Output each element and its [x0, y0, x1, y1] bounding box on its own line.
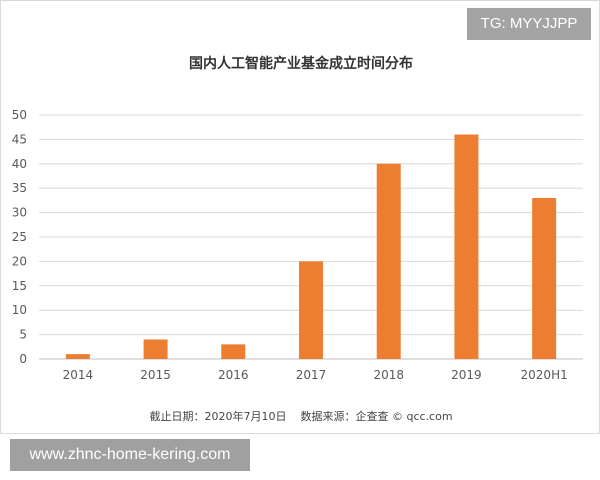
x-tick-label: 2020H1: [521, 368, 568, 382]
bar: [221, 344, 246, 359]
url-watermark: www.zhnc-home-kering.com: [10, 439, 250, 471]
chart-footnote: 截止日期：2020年7月10日 数据来源：企查查 © qcc.com: [1, 408, 600, 424]
y-tick-label: 45: [12, 132, 27, 146]
y-tick-label: 35: [12, 181, 27, 195]
bar: [65, 354, 90, 359]
tg-watermark: TG: MYYJJPP: [467, 8, 591, 40]
x-tick-label: 2014: [63, 368, 94, 382]
bar: [143, 339, 168, 359]
y-tick-label: 50: [12, 108, 27, 122]
bar: [299, 261, 323, 359]
x-tick-label: 2019: [451, 368, 482, 382]
x-tick-label: 2018: [373, 368, 404, 382]
chart-frame: 国内人工智能产业基金成立时间分布 0 5 10 15 20 25 30 35 40 45 50 201…: [0, 0, 600, 434]
y-tick-label: 5: [19, 328, 27, 342]
x-tick-label: 2016: [218, 368, 249, 382]
bar: [532, 197, 557, 359]
footnote-source: 数据来源：企查查 © qcc.com: [300, 410, 453, 423]
chart-title: 国内人工智能产业基金成立时间分布: [189, 56, 413, 72]
bar-chart-plot: 0 5 10 15 20 25 30 35 40 45 50 2014 2015 2016 2017 2018…: [12, 108, 583, 382]
x-tick-label: 2015: [140, 368, 171, 382]
y-tick-label: 10: [12, 303, 27, 317]
bar: [376, 163, 401, 359]
footnote-date: 截止日期：2020年7月10日: [149, 410, 287, 423]
y-tick-label: 15: [12, 279, 27, 293]
y-tick-label: 40: [12, 157, 27, 171]
y-tick-label: 30: [12, 206, 27, 220]
x-tick-label: 2017: [296, 368, 327, 382]
y-tick-label: 0: [19, 352, 27, 366]
y-tick-label: 25: [12, 230, 27, 244]
bar: [454, 134, 479, 359]
y-tick-label: 20: [12, 254, 27, 268]
